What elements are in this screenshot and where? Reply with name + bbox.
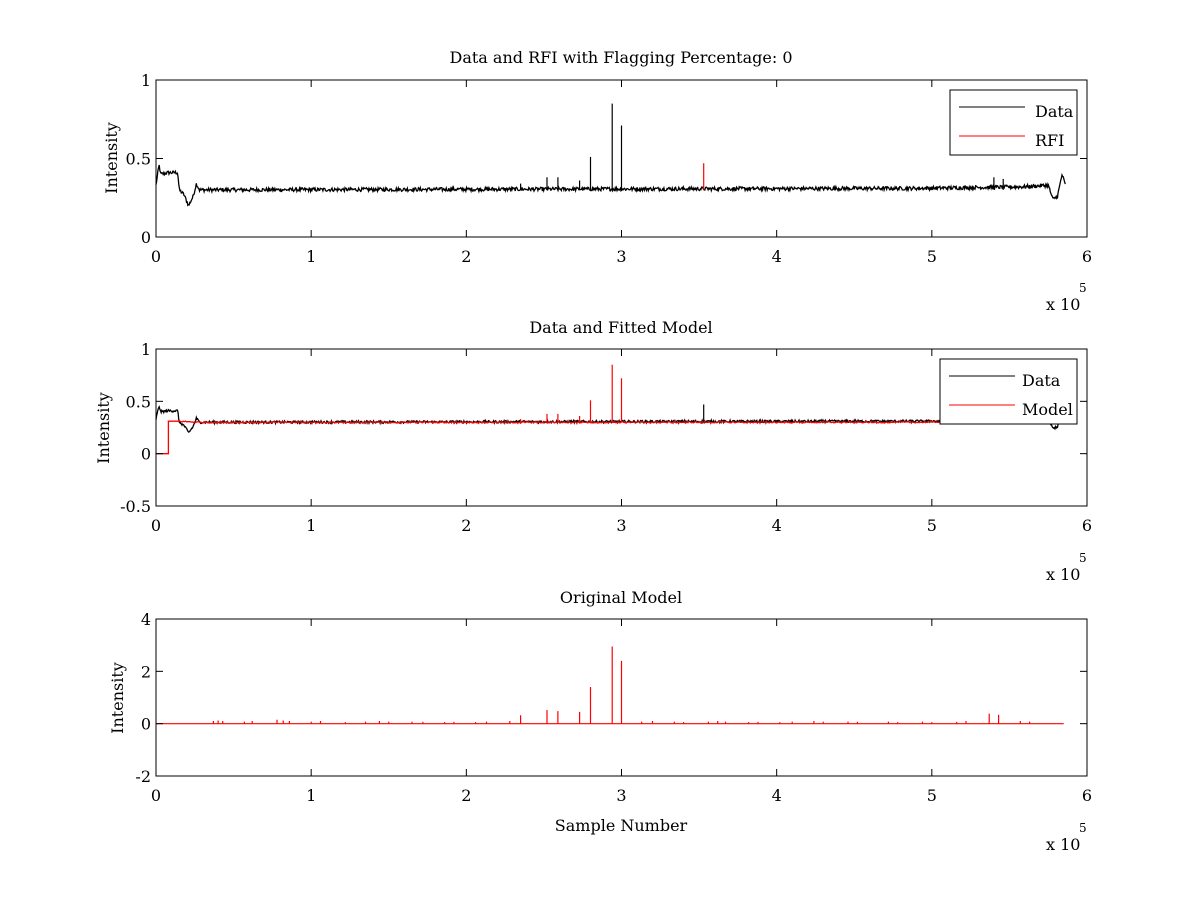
panel-1-data-line (155, 164, 1066, 207)
panel-2-ylabel: Intensity (94, 392, 113, 464)
y-tick-label: 0 (141, 445, 151, 464)
panel-2: Data and Fitted Model 0 1 2 3 4 5 6-0.500.51 I… (94, 318, 1092, 584)
x-tick-label: 0 (151, 786, 161, 805)
panel-2-legend: Data Model (939, 358, 1078, 425)
y-tick-label: 2 (141, 662, 151, 681)
x-tick-label: 5 (927, 786, 937, 805)
x-tick-label: 4 (772, 516, 782, 535)
panel-1-title: Data and RFI with Flagging Percentage: 0 (449, 48, 792, 67)
y-tick-label: 1 (141, 340, 151, 359)
x-tick-label: 1 (306, 786, 316, 805)
x-tick-label: 6 (1082, 786, 1092, 805)
panel-2-data-line (155, 405, 1066, 433)
x-tick-label: 5 (927, 247, 937, 266)
y-tick-label: -0.5 (120, 497, 151, 516)
panel-1: Data and RFI with Flagging Percentage: 0… (102, 48, 1092, 314)
x-tick-label: 0 (151, 247, 161, 266)
y-tick-label: -2 (135, 767, 151, 786)
panel-1-plot (155, 103, 1066, 207)
y-tick-label: 0 (141, 228, 151, 247)
panel-1-x-exponent: 5 (1079, 281, 1087, 295)
panel-1-ticks: 0 1 2 3 4 5 6 0 0.5 1 (126, 71, 1093, 266)
panel-3-x-multiplier: x 10 (1046, 835, 1080, 854)
x-tick-label: 0 (151, 516, 161, 535)
panel-1-legend-label-data: Data (1035, 102, 1074, 121)
panel-3-xlabel: Sample Number (555, 816, 688, 835)
y-tick-label: 0.5 (126, 150, 151, 169)
x-tick-label: 2 (461, 516, 471, 535)
panel-2-legend-label-data: Data (1022, 371, 1061, 390)
x-tick-label: 4 (772, 786, 782, 805)
x-tick-label: 3 (616, 247, 626, 266)
panel-2-ticks: 0 1 2 3 4 5 6-0.500.51 (120, 340, 1092, 535)
panel-3-plot (156, 646, 1064, 725)
panel-2-x-exponent: 5 (1079, 551, 1087, 565)
x-tick-label: 6 (1082, 247, 1092, 266)
x-tick-label: 1 (306, 247, 316, 266)
x-tick-label: 4 (772, 247, 782, 266)
panel-2-legend-box (939, 358, 1078, 425)
x-tick-label: 3 (616, 786, 626, 805)
y-tick-label: 4 (141, 610, 151, 629)
panel-1-legend-box (949, 89, 1078, 156)
x-tick-label: 6 (1082, 516, 1092, 535)
panel-1-legend-label-rfi: RFI (1035, 131, 1064, 150)
panel-1-legend: Data RFI (949, 89, 1078, 156)
y-tick-label: 1 (141, 71, 151, 90)
x-tick-label: 1 (306, 516, 316, 535)
panel-1-x-multiplier: x 10 (1046, 295, 1080, 314)
x-tick-label: 5 (927, 516, 937, 535)
panel-3-ylabel: Intensity (108, 662, 127, 734)
x-tick-label: 3 (616, 516, 626, 535)
panel-3-x-exponent: 5 (1079, 821, 1087, 835)
panel-1-ylabel: Intensity (102, 122, 121, 194)
y-tick-label: 0 (141, 715, 151, 734)
panel-2-title: Data and Fitted Model (529, 318, 712, 337)
panel-2-model-line (156, 418, 1066, 455)
panel-2-plot (155, 364, 1066, 455)
panel-2-x-multiplier: x 10 (1046, 565, 1080, 584)
panel-2-legend-label-model: Model (1022, 400, 1073, 419)
x-tick-label: 2 (461, 786, 471, 805)
y-tick-label: 0.5 (126, 392, 151, 411)
panel-3-title: Original Model (560, 588, 682, 607)
x-tick-label: 2 (461, 247, 471, 266)
